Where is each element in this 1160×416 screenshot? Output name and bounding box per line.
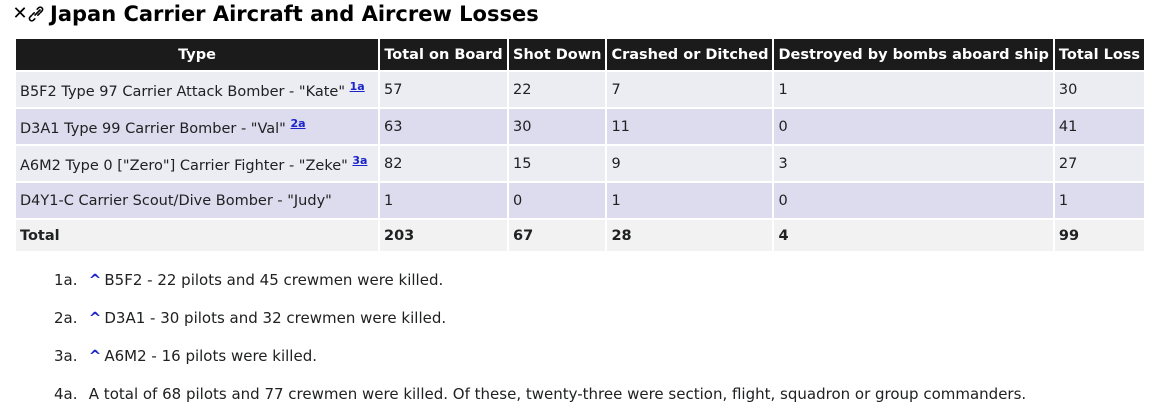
footnote-item: 4a. A total of 68 pilots and 77 crewmen … bbox=[54, 378, 1026, 416]
value-cell: 27 bbox=[1054, 146, 1145, 181]
footnote-ref-link[interactable]: 1a bbox=[349, 80, 365, 94]
column-header-shot-down: Shot Down bbox=[509, 39, 606, 70]
value-cell: 22 bbox=[509, 72, 606, 107]
value-cell: 1 bbox=[1054, 183, 1145, 218]
total-value-cell: 4 bbox=[774, 220, 1053, 251]
footnote-number: 1a. bbox=[54, 271, 78, 289]
total-label: Total bbox=[16, 220, 378, 251]
value-cell: 0 bbox=[509, 183, 606, 218]
footnote-item: 3a. ^ A6M2 - 16 pilots were killed. bbox=[54, 340, 1026, 378]
aircraft-type-cell: D4Y1-C Carrier Scout/Dive Bomber - "Judy… bbox=[16, 183, 378, 218]
value-cell: 15 bbox=[509, 146, 606, 181]
value-cell: 57 bbox=[380, 72, 507, 107]
column-header-destroyed-by-bombs: Destroyed by bombs aboard ship bbox=[774, 39, 1053, 70]
column-header-type: Type bbox=[16, 39, 378, 70]
table-total-row: Total 203 67 28 4 99 bbox=[16, 220, 1145, 251]
footnote-backlink[interactable]: ^ bbox=[88, 271, 102, 289]
value-cell: 30 bbox=[1054, 72, 1145, 107]
total-value-cell: 67 bbox=[509, 220, 606, 251]
aircraft-type-cell: B5F2 Type 97 Carrier Attack Bomber - "Ka… bbox=[16, 72, 378, 107]
link-icon[interactable] bbox=[28, 6, 44, 22]
footnote-text: B5F2 - 22 pilots and 45 crewmen were kil… bbox=[104, 271, 444, 289]
footnote-number: 4a. bbox=[54, 385, 78, 403]
footnote-item: 2a. ^ D3A1 - 30 pilots and 32 crewmen wer… bbox=[54, 302, 1026, 340]
losses-table: Type Total on Board Shot Down Crashed or… bbox=[14, 37, 1147, 253]
value-cell: 1 bbox=[607, 183, 773, 218]
column-header-total-loss: Total Loss bbox=[1054, 39, 1145, 70]
table-row: A6M2 Type 0 ["Zero"] Carrier Fighter - "… bbox=[16, 146, 1145, 181]
total-value-cell: 203 bbox=[380, 220, 507, 251]
value-cell: 1 bbox=[774, 72, 1053, 107]
value-cell: 82 bbox=[380, 146, 507, 181]
aircraft-type-name: D3A1 Type 99 Carrier Bomber - "Val" bbox=[20, 120, 286, 137]
aircraft-type-cell: A6M2 Type 0 ["Zero"] Carrier Fighter - "… bbox=[16, 146, 378, 181]
aircraft-type-name: A6M2 Type 0 ["Zero"] Carrier Fighter - "… bbox=[20, 157, 348, 174]
value-cell: 9 bbox=[607, 146, 773, 181]
aircraft-type-name: D4Y1-C Carrier Scout/Dive Bomber - "Judy… bbox=[20, 192, 332, 209]
value-cell: 7 bbox=[607, 72, 773, 107]
value-cell: 11 bbox=[607, 109, 773, 144]
aircraft-type-cell: D3A1 Type 99 Carrier Bomber - "Val" 2a bbox=[16, 109, 378, 144]
value-cell: 3 bbox=[774, 146, 1053, 181]
value-cell: 0 bbox=[774, 183, 1053, 218]
close-icon[interactable]: ✕ bbox=[12, 3, 28, 24]
value-cell: 63 bbox=[380, 109, 507, 144]
value-cell: 0 bbox=[774, 109, 1053, 144]
footnote-backlink[interactable]: ^ bbox=[88, 309, 102, 327]
total-value-cell: 28 bbox=[607, 220, 773, 251]
table-header-row: Type Total on Board Shot Down Crashed or… bbox=[16, 39, 1145, 70]
table-row: D3A1 Type 99 Carrier Bomber - "Val" 2a 6… bbox=[16, 109, 1145, 144]
footnote-ref-link[interactable]: 2a bbox=[290, 117, 306, 131]
footnote-number: 2a. bbox=[54, 309, 78, 327]
column-header-total-on-board: Total on Board bbox=[380, 39, 507, 70]
value-cell: 41 bbox=[1054, 109, 1145, 144]
footnote-text: A total of 68 pilots and 77 crewmen were… bbox=[88, 385, 1027, 403]
footnote-ref-link[interactable]: 3a bbox=[352, 154, 368, 168]
footnotes-list: 1a. ^ B5F2 - 22 pilots and 45 crewmen wer… bbox=[54, 264, 1026, 416]
aircraft-type-name: B5F2 Type 97 Carrier Attack Bomber - "Ka… bbox=[20, 83, 345, 100]
value-cell: 1 bbox=[380, 183, 507, 218]
table-row: D4Y1-C Carrier Scout/Dive Bomber - "Judy… bbox=[16, 183, 1145, 218]
footnote-backlink[interactable]: ^ bbox=[88, 347, 102, 365]
value-cell: 30 bbox=[509, 109, 606, 144]
footnote-text: D3A1 - 30 pilots and 32 crewmen were kil… bbox=[104, 309, 447, 327]
footnote-text: A6M2 - 16 pilots were killed. bbox=[104, 347, 317, 365]
table-row: B5F2 Type 97 Carrier Attack Bomber - "Ka… bbox=[16, 72, 1145, 107]
column-header-crashed-or-ditched: Crashed or Ditched bbox=[607, 39, 773, 70]
page-title: Japan Carrier Aircraft and Aircrew Losse… bbox=[50, 2, 539, 26]
footnote-number: 3a. bbox=[54, 347, 78, 365]
section-heading: ✕ Japan Carrier Aircraft and Aircrew Los… bbox=[12, 0, 539, 28]
footnote-item: 1a. ^ B5F2 - 22 pilots and 45 crewmen wer… bbox=[54, 264, 1026, 302]
total-value-cell: 99 bbox=[1054, 220, 1145, 251]
